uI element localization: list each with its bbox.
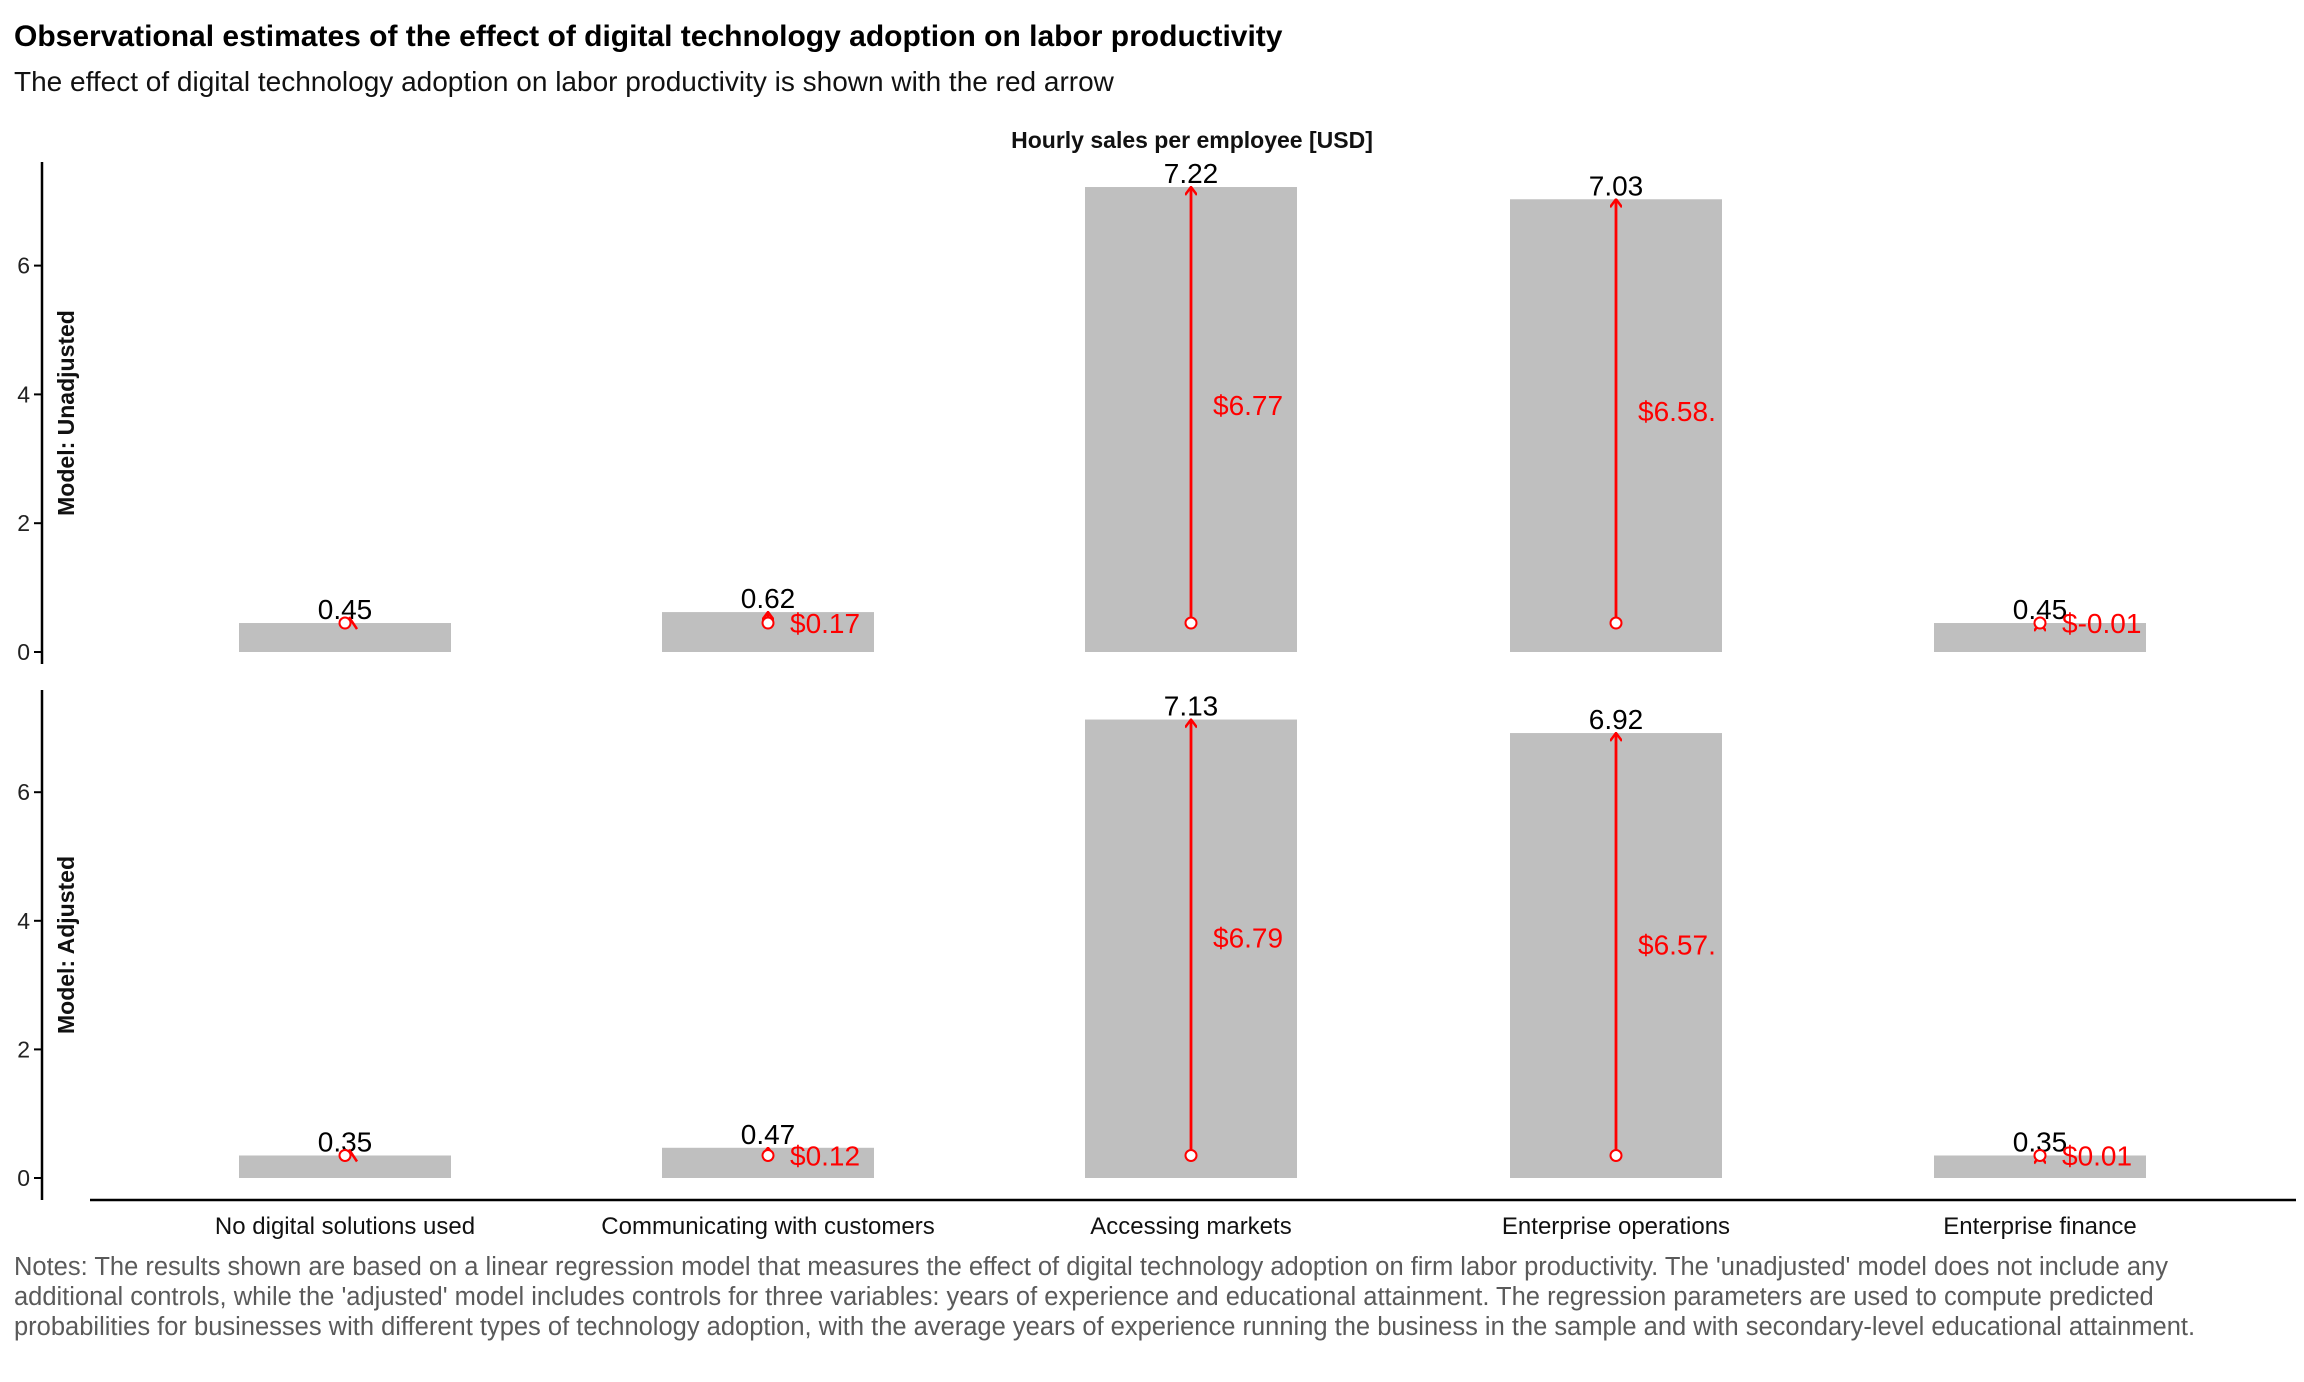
facet-label: Model: Unadjusted — [53, 310, 79, 516]
effect-label: $6.79 — [1213, 923, 1283, 954]
effect-label: $-0.01 — [2062, 608, 2141, 639]
bar-value-label: 0.47 — [741, 1119, 796, 1150]
y-tick-label: 6 — [17, 779, 30, 805]
baseline-point — [1184, 1148, 1198, 1162]
bar-value-label: 0.62 — [741, 583, 796, 614]
chart-svg: Hourly sales per employee [USD] 0 2 4 6 Mode… — [17, 127, 2296, 1240]
bar-value-label: 7.22 — [1164, 158, 1219, 189]
bar-value-label: 7.13 — [1164, 691, 1219, 722]
y-tick-label: 4 — [17, 381, 30, 407]
y-tick-label: 0 — [17, 639, 30, 665]
effect-label: $0.17 — [790, 608, 860, 639]
y-tick-label: 2 — [17, 1036, 30, 1062]
baseline-point — [338, 616, 352, 630]
x-tick-label: Enterprise finance — [1943, 1213, 2136, 1240]
baseline-point — [1609, 1148, 1623, 1162]
baseline-point — [761, 1148, 775, 1162]
baseline-point — [1609, 616, 1623, 630]
reference-mark — [347, 1148, 359, 1163]
bar-value-label: 7.03 — [1589, 170, 1644, 201]
bar — [1934, 1155, 2146, 1178]
x-tick-label: No digital solutions used — [215, 1213, 475, 1240]
baseline-point — [2033, 616, 2047, 630]
y-tick-label: 4 — [17, 908, 30, 934]
chart-subtitle: The effect of digital technology adoptio… — [14, 66, 1114, 97]
y-tick-label: 0 — [17, 1165, 30, 1191]
baseline-point — [338, 1148, 352, 1162]
baseline-point — [1184, 616, 1198, 630]
baseline-point — [761, 616, 775, 630]
effect-label: $0.01 — [2062, 1140, 2132, 1171]
bar — [239, 1155, 451, 1178]
effect-label: $0.12 — [790, 1140, 860, 1171]
bar-value-label: 6.92 — [1589, 704, 1644, 735]
y-axis-title: Hourly sales per employee [USD] — [1011, 127, 1373, 153]
y-tick-label: 6 — [17, 253, 30, 279]
facet-label: Model: Adjusted — [53, 856, 79, 1034]
notes-text: Notes: The results shown are based on a … — [14, 1253, 2196, 1341]
effect-label: $6.77 — [1213, 390, 1283, 421]
baseline-point — [2033, 1148, 2047, 1162]
x-tick-label: Enterprise operations — [1502, 1213, 1730, 1240]
x-tick-label: Communicating with customers — [601, 1213, 934, 1240]
x-tick-label: Accessing markets — [1090, 1213, 1291, 1240]
reference-mark — [347, 616, 359, 630]
chart-title: Observational estimates of the effect of… — [14, 20, 1283, 53]
y-tick-label: 2 — [17, 510, 30, 536]
effect-label: $6.58. — [1638, 396, 1716, 427]
effect-label: $6.57. — [1638, 929, 1716, 960]
